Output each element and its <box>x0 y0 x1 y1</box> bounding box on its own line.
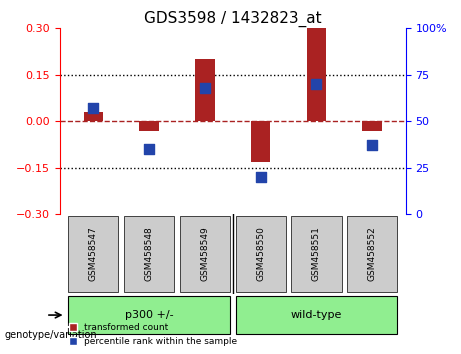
Point <box>257 174 264 180</box>
Text: genotype/variation: genotype/variation <box>5 330 97 339</box>
FancyBboxPatch shape <box>68 216 118 292</box>
Legend: transformed count, percentile rank within the sample: transformed count, percentile rank withi… <box>65 320 241 349</box>
Text: p300 +/-: p300 +/- <box>125 310 173 320</box>
Title: GDS3598 / 1432823_at: GDS3598 / 1432823_at <box>144 11 322 27</box>
FancyBboxPatch shape <box>236 296 397 334</box>
FancyBboxPatch shape <box>180 216 230 292</box>
FancyBboxPatch shape <box>68 296 230 334</box>
Bar <box>139 121 159 131</box>
Point <box>201 85 209 91</box>
Text: GSM458552: GSM458552 <box>368 227 377 281</box>
FancyBboxPatch shape <box>347 216 397 292</box>
Point <box>146 146 153 152</box>
Text: GSM458549: GSM458549 <box>201 227 209 281</box>
Bar <box>251 121 271 161</box>
FancyBboxPatch shape <box>291 216 342 292</box>
Text: wild-type: wild-type <box>291 310 342 320</box>
Text: GSM458550: GSM458550 <box>256 227 265 281</box>
FancyBboxPatch shape <box>124 216 174 292</box>
Text: GSM458547: GSM458547 <box>89 227 98 281</box>
Point <box>313 81 320 87</box>
Bar <box>307 28 326 121</box>
Bar <box>195 59 215 121</box>
Bar <box>362 121 382 131</box>
Bar <box>83 112 103 121</box>
Text: GSM458548: GSM458548 <box>145 227 154 281</box>
Point <box>90 105 97 111</box>
Point <box>368 143 376 148</box>
Text: GSM458551: GSM458551 <box>312 227 321 281</box>
FancyBboxPatch shape <box>236 216 286 292</box>
